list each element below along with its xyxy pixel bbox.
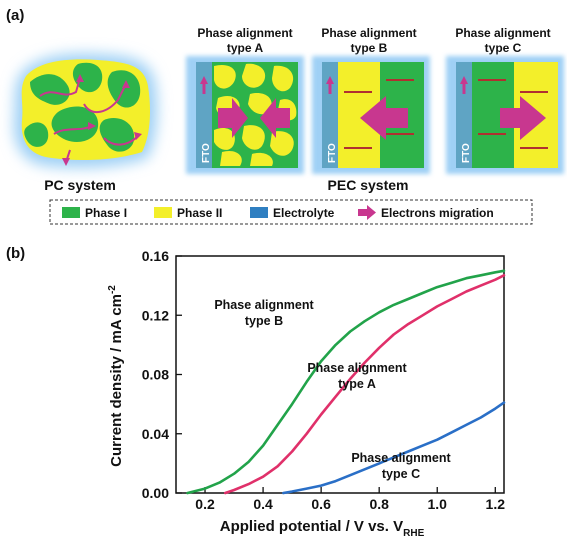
pec-type-a: Phase alignment type A FTO bbox=[186, 26, 304, 174]
pc-particle bbox=[13, 53, 158, 168]
x-axis-label: Applied potential / V vs. VRHE bbox=[220, 518, 425, 539]
legend-item-phase-ii: Phase II bbox=[154, 206, 222, 220]
annotation-type-b-line2: type B bbox=[245, 314, 283, 328]
panel-a: (a) PC bbox=[6, 7, 564, 225]
type-b-fto-label: FTO bbox=[327, 143, 338, 163]
type-a-electron-arrow-right bbox=[218, 98, 248, 138]
legend-item-electrolyte: Electrolyte bbox=[250, 206, 335, 220]
type-c-fto bbox=[456, 62, 472, 168]
pc-system-label: PC system bbox=[44, 177, 116, 193]
legend-swatch bbox=[250, 207, 268, 218]
pec-type-c: Phase alignment type C FTO bbox=[446, 26, 564, 174]
legend-label: Electrons migration bbox=[381, 206, 494, 220]
type-a-fto-label: FTO bbox=[201, 143, 212, 163]
x-axis-label-main: Applied potential / V vs. V bbox=[220, 518, 403, 535]
legend-item-electrons: Electrons migration bbox=[358, 205, 494, 220]
type-a-title-line1: Phase alignment bbox=[197, 26, 292, 40]
annotation-type-a-line1: Phase alignment bbox=[307, 361, 407, 375]
x-tick-label: 0.2 bbox=[195, 496, 215, 512]
type-c-fto-arrow bbox=[460, 76, 468, 94]
y-axis-label-main: Current density / mA cm bbox=[108, 294, 125, 467]
x-tick-label: 1.0 bbox=[428, 496, 448, 512]
series-line-type-a bbox=[224, 273, 506, 495]
legend-label: Phase II bbox=[177, 206, 222, 220]
legend-box bbox=[49, 199, 533, 225]
pc-phase-i-blob bbox=[72, 62, 103, 93]
pc-phase-i-blob bbox=[24, 122, 49, 147]
x-tick-label: 0.8 bbox=[369, 496, 389, 512]
type-b-electron-arrow bbox=[360, 96, 408, 140]
pc-electron-arrowheads bbox=[62, 74, 142, 166]
series-line-type-b bbox=[186, 269, 506, 495]
type-c-title-line1: Phase alignment bbox=[455, 26, 550, 40]
type-a-fto bbox=[196, 62, 212, 168]
pc-phase-i-blob bbox=[51, 106, 99, 142]
annotation-type-c-line1: Phase alignment bbox=[351, 451, 451, 465]
x-tick-label: 1.2 bbox=[486, 496, 506, 512]
panel-b: (b) 0.2 0.4 0.6 0.8 1.0 1.2 0.000.040.080.120… bbox=[6, 245, 506, 539]
legend-swatch bbox=[62, 207, 80, 218]
type-b-fto bbox=[322, 62, 338, 168]
type-b-title-line1: Phase alignment bbox=[321, 26, 416, 40]
y-axis-ticks: 0.00 0.04 0.08 0.12 0.16 bbox=[142, 248, 182, 501]
type-c-title-line2: type C bbox=[485, 41, 522, 55]
panel-a-label: (a) bbox=[6, 7, 24, 24]
x-axis-ticks: 0.2 0.4 0.6 0.8 1.0 1.2 bbox=[195, 487, 505, 512]
y-tick-label: 0.12 bbox=[142, 307, 169, 323]
pec-system-label: PEC system bbox=[328, 177, 409, 193]
pc-phase-i-blob bbox=[30, 74, 70, 105]
y-tick-label: 0.08 bbox=[142, 367, 169, 383]
type-a-electron-arrow-left bbox=[260, 98, 290, 138]
series-group bbox=[186, 269, 506, 495]
type-c-fto-label: FTO bbox=[461, 143, 472, 163]
legend-arrow-icon bbox=[358, 205, 376, 220]
annotation-type-a-line2: type A bbox=[338, 377, 376, 391]
y-axis-label: Current density / mA cm-2 bbox=[107, 285, 125, 467]
annotation-type-b-line1: Phase alignment bbox=[214, 298, 314, 312]
pec-type-b: Phase alignment type B FTO bbox=[312, 26, 430, 174]
type-c-electron-arrow bbox=[500, 96, 546, 140]
legend-swatch bbox=[154, 207, 172, 218]
x-tick-label: 0.4 bbox=[253, 496, 273, 512]
type-c-band-lines bbox=[478, 79, 548, 149]
legend-item-phase-i: Phase I bbox=[62, 206, 127, 220]
y-tick-label: 0.00 bbox=[142, 485, 169, 501]
annotation-type-c-line2: type C bbox=[382, 467, 420, 481]
type-b-title-line2: type B bbox=[351, 41, 388, 55]
y-tick-label: 0.04 bbox=[142, 426, 169, 442]
x-tick-label: 0.6 bbox=[311, 496, 331, 512]
panel-b-label: (b) bbox=[6, 245, 25, 262]
y-tick-label: 0.16 bbox=[142, 248, 169, 264]
legend-label: Electrolyte bbox=[273, 206, 335, 220]
type-a-fto-arrow bbox=[200, 76, 208, 94]
x-axis-label-sub: RHE bbox=[403, 528, 424, 539]
series-line-type-c bbox=[282, 401, 506, 495]
type-a-title-line2: type A bbox=[227, 41, 264, 55]
chart: 0.2 0.4 0.6 0.8 1.0 1.2 0.000.040.080.120.16 … bbox=[107, 248, 506, 539]
legend-label: Phase I bbox=[85, 206, 127, 220]
type-b-band-lines bbox=[344, 79, 414, 149]
y-axis-label-sup: -2 bbox=[107, 285, 118, 294]
type-b-fto-arrow bbox=[326, 76, 334, 94]
legend: Phase I Phase II Electrolyte Electrons m… bbox=[49, 199, 533, 225]
